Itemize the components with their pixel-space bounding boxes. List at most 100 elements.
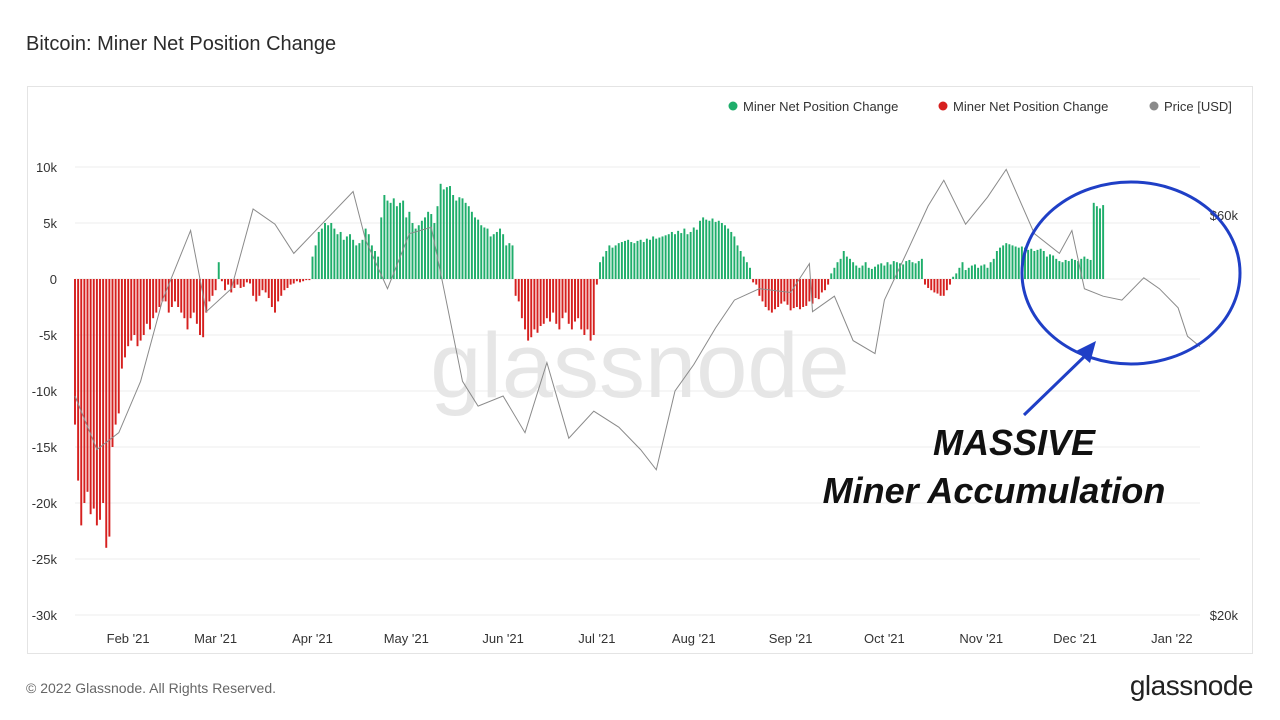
net-position-bar <box>149 279 151 330</box>
legend-label[interactable]: Miner Net Position Change <box>743 99 898 114</box>
bar-series <box>74 183 1105 548</box>
net-position-bar <box>320 228 323 279</box>
y-tick-label: -20k <box>32 496 58 511</box>
x-tick-label: Aug '21 <box>672 631 716 646</box>
net-position-bar <box>224 279 226 291</box>
net-position-bar <box>695 229 698 279</box>
net-position-bar <box>492 234 495 279</box>
net-position-bar <box>1083 256 1086 279</box>
net-position-bar <box>308 279 311 281</box>
x-tick-label: Feb '21 <box>107 631 150 646</box>
net-position-bar <box>83 279 86 503</box>
net-position-bar <box>205 279 208 313</box>
net-position-bar <box>836 262 839 279</box>
net-position-bar <box>589 279 592 341</box>
x-axis: Feb '21 Mar '21 Apr '21 May '21 Jun '21 Jul '… <box>107 631 1193 646</box>
net-position-bar <box>355 245 358 279</box>
net-position-bar <box>502 234 505 279</box>
x-tick-label: Oct '21 <box>864 631 905 646</box>
net-position-bar <box>164 279 167 302</box>
net-position-bar <box>889 264 892 279</box>
net-position-bar <box>564 279 567 313</box>
net-position-bar <box>86 279 89 492</box>
highlight-circle <box>1020 180 1242 366</box>
net-position-bar <box>227 279 230 285</box>
net-position-bar <box>577 279 580 319</box>
net-position-bar <box>880 263 883 279</box>
net-position-bar <box>330 223 333 279</box>
net-position-bar <box>977 267 980 279</box>
net-position-bar <box>961 262 964 279</box>
net-position-bar <box>905 261 908 279</box>
arrow-line <box>1022 353 1088 417</box>
legend-label[interactable]: Miner Net Position Change <box>953 99 1108 114</box>
net-position-bar <box>592 279 595 335</box>
net-position-bar <box>736 245 739 279</box>
chart-svg[interactable]: glassnode 10k5k0-5k-10k-15k-20k-25k-30k … <box>28 87 1254 655</box>
net-position-bar <box>561 279 564 319</box>
net-position-bar <box>270 279 273 307</box>
net-position-bar <box>755 279 758 285</box>
net-position-bar <box>249 279 251 284</box>
net-position-bar <box>439 183 442 279</box>
net-position-bar <box>452 195 455 279</box>
net-position-bar <box>702 217 705 279</box>
net-position-bar <box>192 279 195 313</box>
net-position-bar <box>511 245 514 279</box>
net-position-bar <box>258 279 261 296</box>
net-position-bar <box>649 239 651 279</box>
net-position-bar <box>674 234 676 279</box>
net-position-bar <box>642 242 645 279</box>
net-position-bar <box>333 228 336 279</box>
net-position-bar <box>252 279 255 296</box>
net-position-bar <box>1067 261 1070 279</box>
net-position-bar <box>845 256 848 279</box>
net-position-bar <box>508 243 511 279</box>
net-position-bar <box>302 279 305 282</box>
legend-label[interactable]: Price [USD] <box>1164 99 1232 114</box>
net-position-bar <box>789 279 792 311</box>
net-position-bar <box>727 228 730 279</box>
net-position-bar <box>899 263 901 279</box>
net-position-bar <box>1039 248 1042 279</box>
net-position-bar <box>1027 249 1030 279</box>
net-position-bar <box>892 261 895 279</box>
y-tick-label: -5k <box>39 328 58 343</box>
net-position-bar <box>245 279 248 283</box>
annotation-line-2: Miner Accumulation <box>823 470 1166 511</box>
net-position-bar <box>539 279 542 327</box>
y-tick-label: 10k <box>36 160 57 175</box>
net-position-bar <box>1008 244 1011 279</box>
net-position-bar <box>974 264 976 279</box>
net-position-bar <box>652 236 655 279</box>
net-position-bar <box>945 279 948 291</box>
net-position-bar <box>499 228 501 279</box>
net-position-bar <box>995 251 998 279</box>
net-position-bar <box>124 279 126 358</box>
net-position-bar <box>858 267 861 279</box>
net-position-bar <box>1064 259 1067 279</box>
net-position-bar <box>99 279 101 520</box>
net-position-bar <box>792 279 795 309</box>
net-position-bar <box>877 264 880 279</box>
net-position-bar <box>1036 249 1039 279</box>
net-position-bar <box>799 279 801 310</box>
net-position-bar <box>458 197 461 279</box>
net-position-bar <box>708 220 711 279</box>
net-position-bar <box>327 225 330 279</box>
net-position-bar <box>402 200 405 279</box>
x-tick-label: Jun '21 <box>482 631 524 646</box>
chart-title: Bitcoin: Miner Net Position Change <box>26 33 337 55</box>
net-position-bar <box>833 267 836 279</box>
net-position-bar <box>295 279 298 282</box>
net-position-bar <box>424 217 426 279</box>
net-position-bar <box>705 219 708 279</box>
net-position-bar <box>658 237 661 279</box>
net-position-bar <box>189 279 192 319</box>
net-position-bar <box>389 202 392 279</box>
net-position-bar <box>117 279 120 414</box>
net-position-bar <box>924 279 926 285</box>
y-axis-left: 10k 5k 0 -5k -10k -15k -20k -25k -30k <box>32 160 58 623</box>
net-position-bar <box>1042 251 1045 279</box>
net-position-bar <box>661 236 664 279</box>
